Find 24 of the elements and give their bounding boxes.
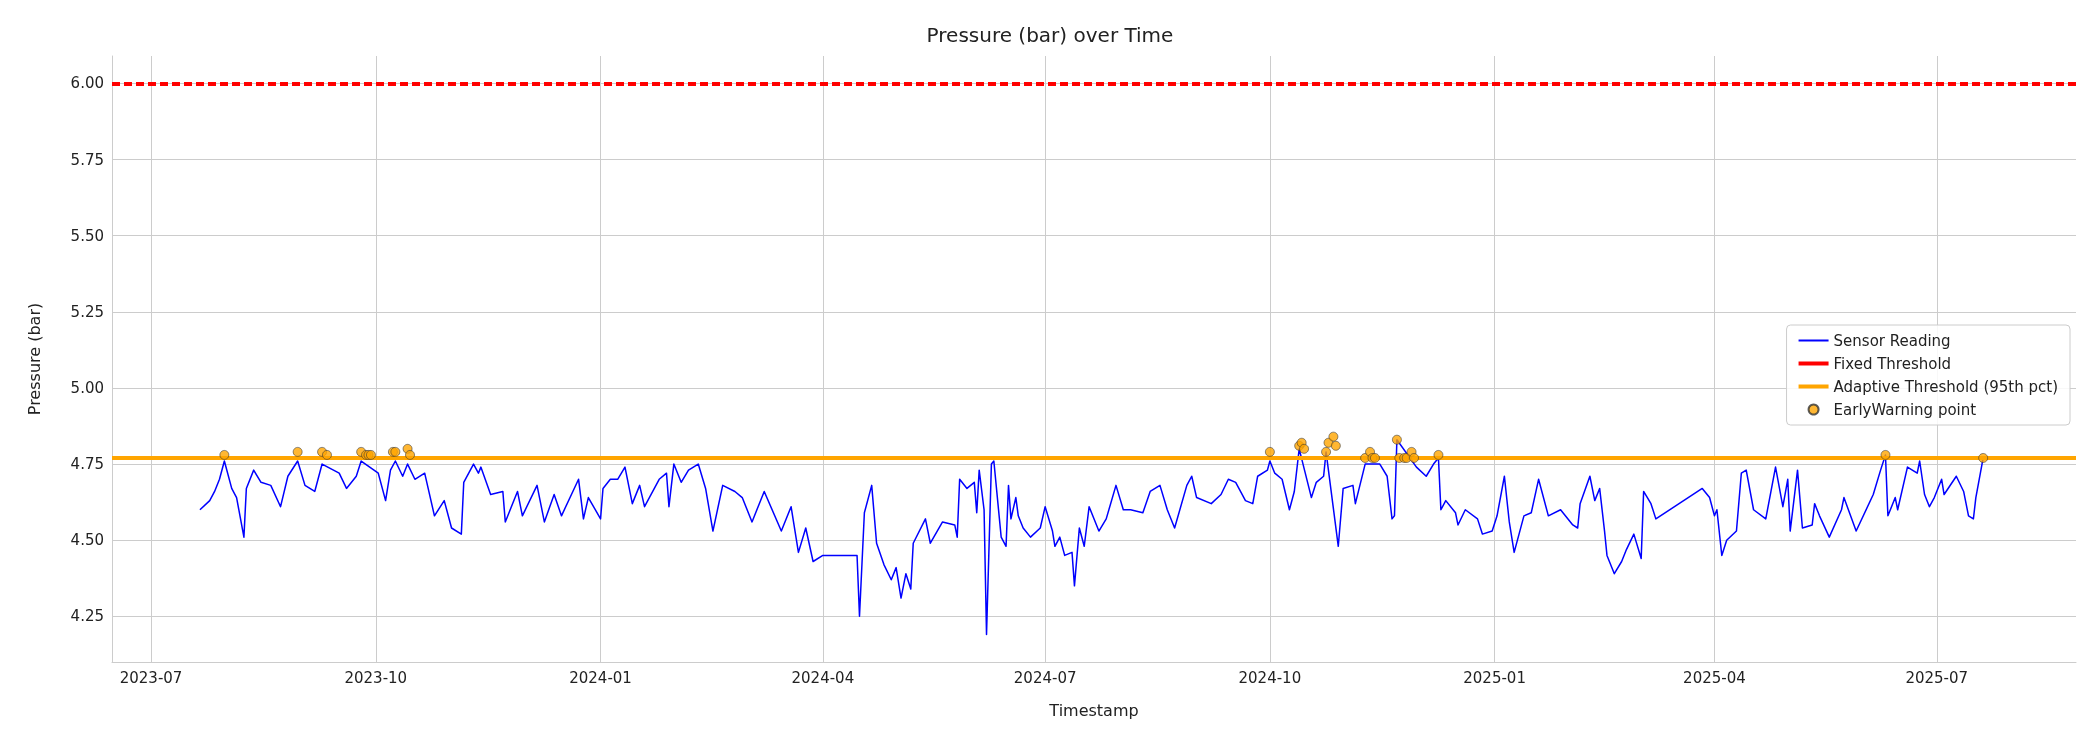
legend-label: EarlyWarning point	[1833, 400, 1977, 419]
x-tick-label: 2024-10	[1238, 668, 1302, 687]
y-tick-label: 5.50	[70, 226, 104, 245]
y-tick-label: 4.75	[70, 455, 104, 474]
x-tick-label: 2025-07	[1905, 668, 1969, 687]
y-tick-label: 4.25	[70, 607, 104, 626]
x-tick-label: 2023-10	[344, 668, 408, 687]
y-tick-label: 5.75	[70, 150, 104, 169]
legend-label: Sensor Reading	[1833, 331, 1951, 350]
x-tick-label: 2024-04	[791, 668, 855, 687]
legend-label: Fixed Threshold	[1833, 354, 1952, 373]
y-tick-label: 4.50	[70, 531, 104, 550]
x-tick-label: 2025-01	[1463, 668, 1526, 687]
chart-title: Pressure (bar) over Time	[926, 23, 1174, 47]
y-axis-title: Pressure (bar)	[24, 302, 44, 416]
y-tick-label: 5.25	[70, 302, 104, 321]
x-tick-label: 2025-04	[1683, 668, 1746, 687]
x-tick-label: 2024-07	[1013, 668, 1077, 687]
x-axis-title: Timestamp	[1048, 700, 1139, 720]
legend-label: Adaptive Threshold (95th pct)	[1833, 377, 2059, 396]
y-tick-label: 5.00	[70, 378, 104, 397]
x-tick-label: 2023-07	[119, 668, 183, 687]
y-tick-label: 6.00	[70, 74, 104, 93]
x-tick-label: 2024-01	[569, 668, 632, 687]
